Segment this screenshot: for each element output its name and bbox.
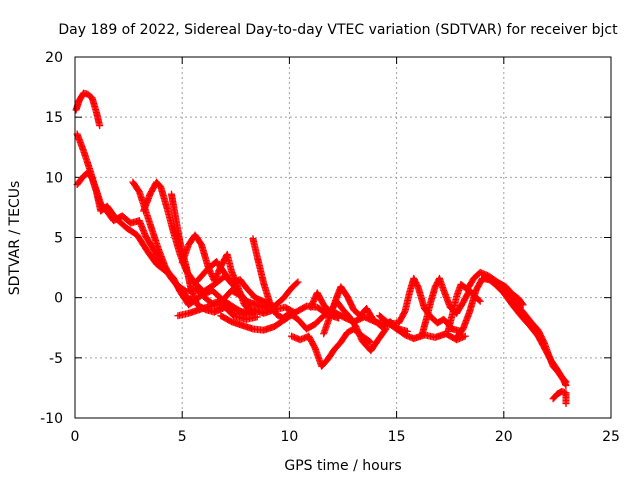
- data-point: [562, 400, 570, 408]
- series-arc-a: [72, 89, 104, 130]
- x-tick-label: 10: [280, 429, 298, 445]
- y-tick-label: -10: [40, 411, 63, 427]
- data-point: [96, 122, 104, 130]
- data-point: [461, 332, 469, 340]
- series-arc-t: [483, 273, 570, 390]
- y-tick-label: 10: [45, 170, 63, 186]
- data-point: [366, 337, 374, 345]
- grid-lines: [75, 57, 611, 418]
- data-point: [475, 296, 483, 304]
- series-arc-h: [174, 301, 300, 320]
- series-arc-i: [193, 258, 302, 310]
- data-point: [476, 297, 484, 305]
- x-tick-label: 0: [71, 429, 80, 445]
- data-point: [293, 279, 301, 287]
- series-arc-u: [549, 388, 570, 408]
- x-tick-label: 20: [495, 429, 513, 445]
- x-tick-label: 25: [602, 429, 620, 445]
- y-axis-label: SDTVAR / TECUs: [7, 181, 23, 296]
- series-arc-k: [217, 302, 343, 334]
- x-tick-label: 5: [178, 429, 187, 445]
- data-points: [72, 89, 570, 408]
- plot-frame: [74, 56, 612, 419]
- chart-title: Day 189 of 2022, Sidereal Day-to-day VTE…: [58, 22, 618, 38]
- x-tick-label: 15: [388, 429, 406, 445]
- y-tick-label: 20: [45, 50, 63, 66]
- y-tick-label: -5: [49, 351, 63, 367]
- data-point: [562, 382, 570, 390]
- y-tick-label: 15: [45, 110, 63, 126]
- data-point: [519, 301, 527, 309]
- y-tick-label: 0: [54, 291, 63, 307]
- data-point: [253, 313, 261, 321]
- x-axis-label: GPS time / hours: [284, 458, 401, 474]
- data-point: [335, 314, 343, 322]
- y-tick-label: 5: [54, 231, 63, 247]
- data-point: [518, 300, 526, 308]
- data-point: [294, 278, 302, 286]
